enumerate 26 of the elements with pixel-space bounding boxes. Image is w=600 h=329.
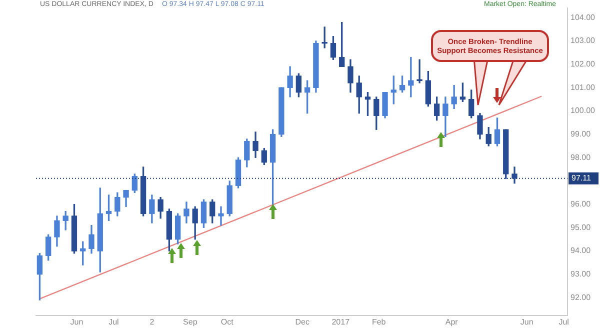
x-tick-label: Jul — [558, 317, 570, 326]
y-tick-label: 102.00 — [570, 59, 596, 68]
x-tick-label: Jul — [108, 317, 120, 326]
x-tick-label: 2017 — [332, 317, 350, 326]
x-tick-label: Feb — [372, 317, 386, 326]
y-tick-label: 93.00 — [570, 270, 592, 279]
y-tick-label: 96.00 — [570, 200, 592, 209]
x-tick-label: Oct — [220, 317, 234, 326]
candlestick — [416, 59, 422, 84]
y-tick-label: 92.00 — [570, 292, 592, 302]
x-tick-label: 2 — [150, 317, 155, 326]
candlestick — [218, 206, 224, 226]
y-tick-label: 100.00 — [570, 106, 596, 116]
ref-line-label: 97.11 — [572, 174, 592, 183]
y-tick-label: 98.00 — [570, 152, 592, 162]
y-tick-label: 103.00 — [570, 36, 596, 46]
x-tick-label: Jun — [70, 317, 84, 326]
y-tick-label: 104.00 — [570, 12, 596, 22]
x-tick-label: Jun — [520, 317, 534, 326]
x-tick-label: Sep — [183, 317, 198, 326]
y-tick-label: 99.00 — [570, 129, 592, 138]
x-tick-label: Apr — [445, 317, 458, 326]
x-tick-label: Dec — [295, 317, 310, 326]
y-tick-label: 95.00 — [570, 222, 592, 232]
y-tick-label: 94.00 — [570, 246, 592, 256]
y-tick-label: 101.00 — [570, 82, 596, 92]
